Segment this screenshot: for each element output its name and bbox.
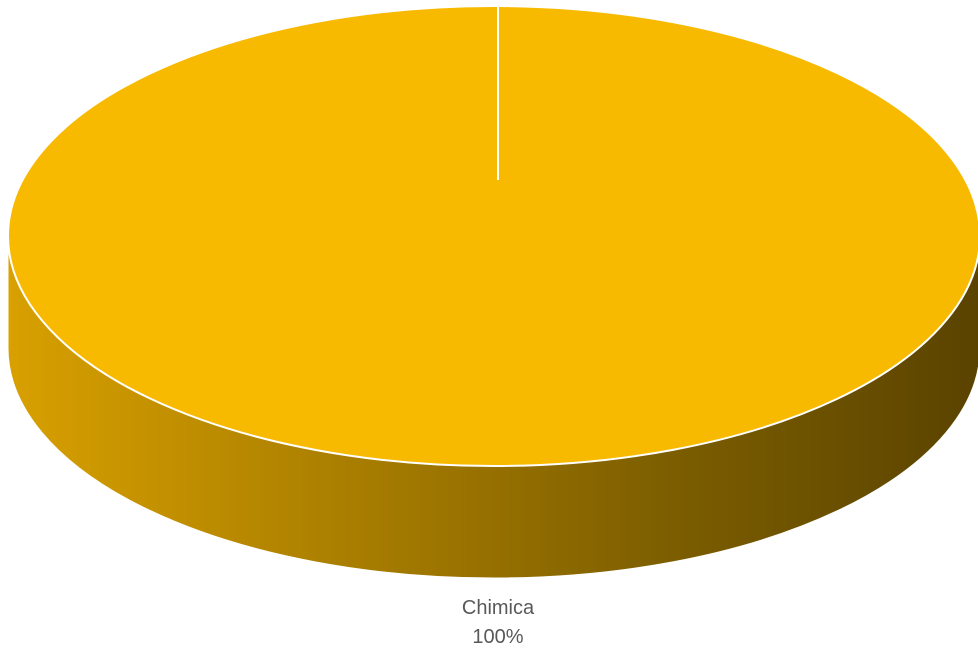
data-label-percent: 100% bbox=[472, 626, 523, 648]
pie-slice-chimica bbox=[7, 5, 978, 467]
data-label-category: Chimica bbox=[462, 597, 535, 619]
